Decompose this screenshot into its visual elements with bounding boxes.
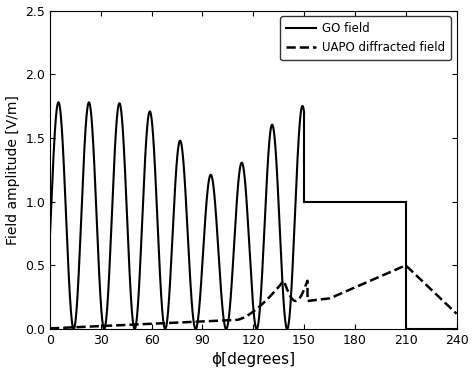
GO field [55, 100, 61, 104]
GO field [223, 327, 229, 331]
UAPO diffracted field [454, 311, 459, 316]
UAPO diffracted field [47, 326, 53, 330]
GO field [200, 261, 205, 265]
UAPO diffracted field [446, 304, 452, 308]
UAPO diffracted field [221, 318, 227, 323]
UAPO diffracted field [203, 319, 209, 324]
UAPO diffracted field [118, 323, 123, 327]
Line: UAPO diffracted field: UAPO diffracted field [50, 265, 456, 328]
Line: GO field: GO field [50, 102, 304, 329]
UAPO diffracted field [402, 263, 408, 268]
GO field [93, 205, 99, 209]
UAPO diffracted field [403, 263, 409, 267]
GO field [237, 168, 243, 172]
GO field [301, 110, 307, 115]
GO field [256, 316, 262, 320]
GO field [47, 233, 53, 238]
GO field [144, 126, 150, 130]
Legend: GO field, UAPO diffracted field: GO field, UAPO diffracted field [280, 16, 451, 60]
UAPO diffracted field [93, 324, 99, 329]
X-axis label: ϕ[degrees]: ϕ[degrees] [211, 352, 295, 367]
GO field [212, 203, 218, 208]
Y-axis label: Field amplitude [V/m]: Field amplitude [V/m] [6, 95, 19, 245]
